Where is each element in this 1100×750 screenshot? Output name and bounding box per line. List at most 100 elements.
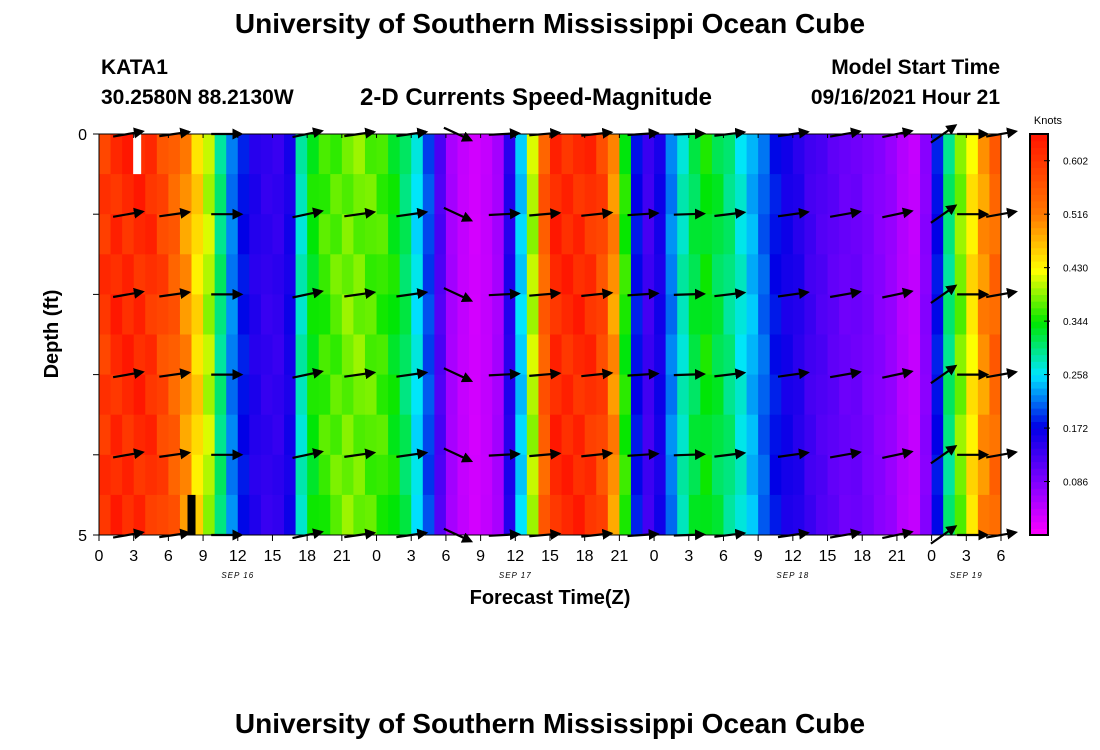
current-vectors: [112, 124, 1018, 545]
heatmap-cell: [156, 294, 169, 335]
heatmap-cell: [735, 454, 748, 496]
heatmap-cell: [191, 334, 204, 376]
colorbar-tick-label: 0.344: [1063, 317, 1088, 328]
heatmap-cell: [550, 174, 563, 215]
heatmap-cell: [989, 334, 1002, 376]
heatmap-cell: [388, 454, 401, 496]
heatmap-cell: [272, 294, 285, 335]
heatmap-cell: [133, 494, 146, 536]
heatmap-cell: [885, 494, 898, 536]
heatmap-cell: [330, 254, 343, 295]
heatmap-cell: [318, 334, 331, 376]
heatmap-cell: [977, 414, 990, 456]
current-vector: [581, 448, 614, 460]
heatmap-cell: [908, 494, 921, 536]
heatmap-cell: [746, 254, 759, 295]
heatmap-cell: [399, 174, 412, 215]
heatmap-cell: [873, 294, 886, 335]
colorbar-tick-label: 0.172: [1063, 424, 1088, 435]
heatmap-cell: [688, 454, 701, 496]
heatmap-cell: [619, 214, 632, 255]
heatmap-cell: [584, 414, 597, 456]
heatmap-cell: [989, 214, 1002, 255]
heatmap-cell: [411, 494, 424, 536]
heatmap-cell: [688, 294, 701, 335]
heatmap-cell: [364, 454, 378, 496]
heatmap-cell: [908, 174, 921, 215]
heatmap-cell: [630, 454, 644, 496]
heatmap-cell: [746, 294, 759, 335]
heatmap-cell: [735, 254, 748, 295]
heatmap-cell: [422, 374, 435, 416]
current-vector: [673, 288, 706, 300]
colorbar-swatch: [1030, 200, 1048, 209]
heatmap-cell: [388, 254, 401, 295]
heatmap-cell: [573, 134, 586, 175]
heatmap-cell: [561, 334, 574, 376]
colorbar-swatch: [1030, 281, 1048, 289]
heatmap-cell: [156, 334, 169, 376]
heatmap-cell: [781, 334, 794, 376]
heatmap-cell: [700, 334, 713, 376]
heatmap-cell: [758, 374, 771, 416]
heatmap-cell: [827, 414, 840, 456]
heatmap-cell: [168, 454, 181, 496]
heatmap-cell: [839, 454, 852, 496]
x-tick-label: 15: [264, 548, 282, 565]
heatmap-cell: [110, 454, 123, 496]
heatmap-cell: [376, 334, 389, 376]
heatmap-cell: [249, 174, 262, 215]
heatmap-cell: [388, 174, 401, 215]
heatmap-cell: [700, 174, 713, 215]
heatmap-cell: [931, 374, 944, 416]
heatmap-cell: [99, 254, 112, 295]
heatmap-cell: [226, 374, 239, 416]
colorbar-swatch: [1030, 528, 1048, 536]
current-vector: [112, 207, 145, 219]
current-vector: [882, 287, 914, 299]
heatmap-cell: [538, 294, 551, 335]
colorbar-swatch: [1030, 187, 1048, 195]
heatmap-cell: [700, 294, 713, 335]
heatmap-cell: [758, 254, 771, 295]
heatmap-cell: [943, 414, 956, 456]
heatmap-cell: [341, 294, 354, 335]
heatmap-cell: [885, 414, 898, 456]
heatmap-cell: [364, 134, 378, 175]
heatmap-cell: [492, 174, 505, 215]
heatmap-cell: [122, 214, 135, 255]
heatmap-cell: [515, 334, 528, 376]
heatmap-cell: [688, 494, 701, 536]
heatmap-cell: [769, 414, 782, 456]
heatmap-cell: [307, 414, 320, 456]
heatmap-cell: [260, 414, 273, 456]
heatmap-cell: [341, 374, 354, 416]
current-vector: [714, 288, 747, 300]
heatmap-cell: [619, 414, 632, 456]
heatmap-cell: [735, 414, 748, 456]
heatmap-cell: [133, 374, 146, 416]
heatmap-cell: [665, 494, 678, 536]
heatmap-cell: [515, 494, 528, 536]
heatmap-cell: [977, 254, 990, 295]
heatmap-cell: [550, 454, 563, 496]
heatmap-cell: [792, 214, 805, 255]
heatmap-cell: [480, 374, 493, 416]
heatmap-cell: [122, 134, 135, 175]
heatmap-cell: [862, 494, 875, 536]
heatmap-cell: [422, 294, 435, 335]
heatmap-cell: [214, 334, 227, 376]
heatmap-cell: [295, 414, 308, 456]
heatmap-cell: [526, 414, 539, 456]
heatmap-cell: [526, 214, 539, 255]
heatmap-cell: [526, 174, 539, 215]
heatmap-cell: [364, 374, 378, 416]
colorbar-swatch: [1030, 448, 1048, 456]
heatmap-cell: [307, 174, 320, 215]
heatmap-cell: [122, 454, 135, 496]
heatmap-cell: [272, 214, 285, 255]
heatmap-cell: [434, 454, 447, 496]
depth-marker: [133, 134, 142, 175]
heatmap-cell: [977, 454, 990, 496]
heatmap-cell: [318, 414, 331, 456]
